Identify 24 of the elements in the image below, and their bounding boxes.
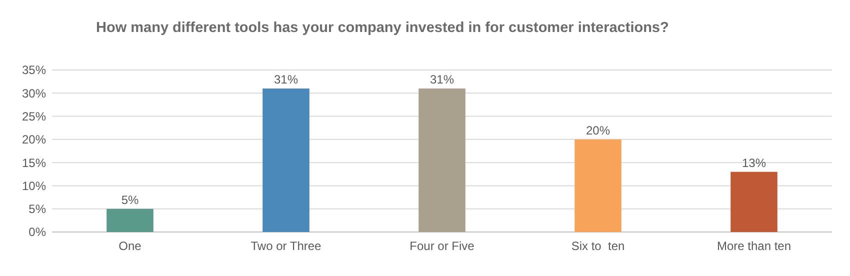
data-label: 20%	[586, 123, 610, 138]
y-tick-label: 35%	[22, 63, 46, 78]
bar	[574, 139, 622, 232]
data-label: 31%	[274, 72, 298, 87]
x-tick-label: Six to ten	[571, 239, 625, 253]
x-tick-label: More than ten	[716, 239, 792, 253]
bar	[730, 172, 778, 232]
y-tick-label: 0%	[28, 225, 46, 240]
x-tick-label: One	[118, 239, 142, 253]
chart-title: How many different tools has your company invested in for customer interactions?	[96, 20, 669, 36]
y-tick-label: 20%	[22, 132, 46, 147]
x-tick-label: Four or Five	[410, 239, 475, 253]
y-tick-label: 15%	[22, 156, 46, 170]
y-tick-label: 5%	[28, 202, 46, 216]
y-tick-label: 25%	[22, 109, 46, 124]
bar	[262, 88, 310, 232]
data-label: 13%	[742, 156, 766, 170]
y-tick-label: 10%	[22, 178, 46, 193]
x-tick-label: Two or Three	[250, 239, 322, 253]
bar	[418, 88, 466, 232]
bar	[106, 208, 154, 232]
y-tick-label: 30%	[22, 86, 46, 100]
data-label: 31%	[430, 72, 454, 87]
data-label: 5%	[121, 192, 139, 207]
